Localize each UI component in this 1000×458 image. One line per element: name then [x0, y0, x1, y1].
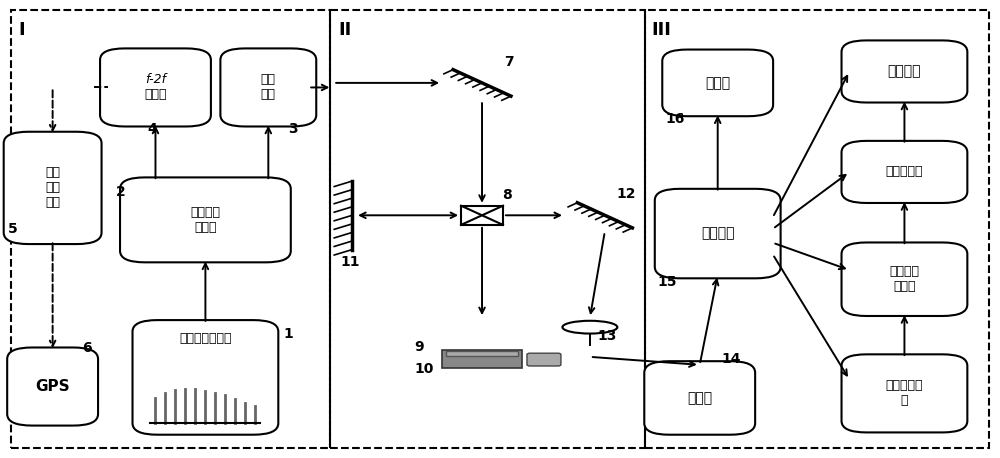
- Text: 倍频
模块: 倍频 模块: [261, 73, 276, 102]
- Text: 6: 6: [83, 341, 92, 354]
- Text: 形貌表征: 形貌表征: [888, 65, 921, 78]
- FancyBboxPatch shape: [842, 354, 967, 432]
- FancyBboxPatch shape: [120, 177, 291, 262]
- Text: 4: 4: [147, 121, 157, 136]
- Text: 显示屏: 显示屏: [705, 76, 730, 90]
- FancyBboxPatch shape: [842, 40, 967, 103]
- Text: 9: 9: [414, 340, 424, 354]
- FancyBboxPatch shape: [220, 49, 316, 126]
- Text: 5: 5: [8, 222, 17, 236]
- FancyBboxPatch shape: [842, 242, 967, 316]
- Bar: [11, 10, 330, 448]
- Text: 7: 7: [504, 55, 514, 69]
- Text: 11: 11: [340, 255, 360, 268]
- Text: I: I: [19, 21, 25, 39]
- Bar: [461, 206, 503, 225]
- FancyBboxPatch shape: [4, 132, 102, 244]
- FancyBboxPatch shape: [527, 353, 561, 366]
- Text: f-2f
干涉仪: f-2f 干涉仪: [144, 73, 167, 102]
- Text: 16: 16: [666, 112, 685, 126]
- FancyBboxPatch shape: [446, 351, 518, 356]
- Text: 光谱仪: 光谱仪: [687, 391, 712, 405]
- Text: 12: 12: [617, 187, 636, 201]
- FancyBboxPatch shape: [655, 189, 781, 278]
- Text: 信号处理: 信号处理: [701, 227, 734, 240]
- FancyBboxPatch shape: [133, 320, 278, 435]
- Text: 掺饵光纤
放大器: 掺饵光纤 放大器: [190, 206, 220, 234]
- Text: II: II: [338, 21, 351, 39]
- Text: 电路
锁定
单元: 电路 锁定 单元: [45, 166, 60, 209]
- FancyBboxPatch shape: [644, 361, 755, 435]
- FancyBboxPatch shape: [100, 49, 211, 126]
- Text: 15: 15: [658, 274, 677, 289]
- Text: 13: 13: [598, 329, 617, 343]
- Text: 2: 2: [116, 185, 125, 200]
- Bar: [645, 10, 989, 448]
- FancyBboxPatch shape: [842, 141, 967, 203]
- Text: GPS: GPS: [35, 379, 70, 394]
- FancyBboxPatch shape: [7, 348, 98, 425]
- FancyBboxPatch shape: [442, 350, 522, 368]
- Text: 1: 1: [283, 327, 293, 341]
- FancyBboxPatch shape: [662, 49, 773, 116]
- Text: III: III: [652, 21, 672, 39]
- Ellipse shape: [562, 321, 617, 333]
- Text: 8: 8: [502, 188, 512, 202]
- Text: 傅里叶变
换分析: 傅里叶变 换分析: [889, 265, 919, 293]
- Text: 干涉信号获
得: 干涉信号获 得: [886, 379, 923, 407]
- Text: 10: 10: [414, 362, 433, 376]
- Text: 3: 3: [288, 121, 298, 136]
- Text: 14: 14: [722, 352, 741, 366]
- Text: 光程差计算: 光程差计算: [886, 165, 923, 179]
- Bar: [330, 10, 645, 448]
- Text: 飞秒光纤激光器: 飞秒光纤激光器: [179, 333, 232, 345]
